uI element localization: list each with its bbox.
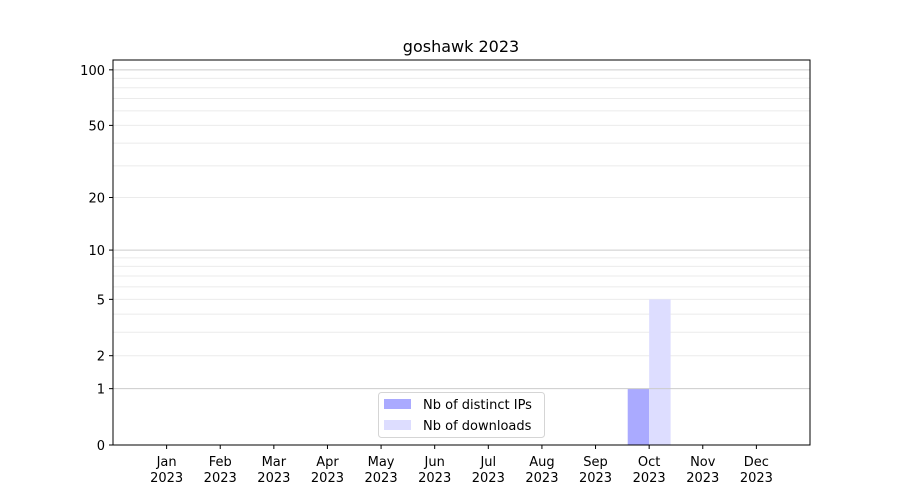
x-tick-label: May 2023 [365, 455, 398, 486]
legend-box [378, 392, 545, 438]
x-tick-label: Nov 2023 [686, 455, 719, 486]
y-tick-label: 1 [97, 383, 105, 398]
axes-frame [112, 59, 811, 446]
x-tick-label: Aug 2023 [525, 455, 558, 486]
bar-downloads [649, 299, 671, 445]
x-tick-label: Jun 2023 [418, 455, 451, 486]
legend: Nb of distinct IPs Nb of downloads [378, 392, 545, 438]
legend-label: Nb of distinct IPs [423, 398, 532, 413]
y-tick-label: 0 [97, 439, 105, 454]
legend-swatch [384, 399, 411, 409]
x-tick-label: Apr 2023 [311, 455, 344, 486]
x-tick-label: Sep 2023 [579, 455, 612, 486]
x-tick-label: Feb 2023 [204, 455, 237, 486]
x-tick-label: Jul 2023 [472, 455, 505, 486]
y-tick-label: 50 [88, 119, 105, 134]
chart-title: goshawk 2023 [403, 37, 519, 56]
x-tick-label: Mar 2023 [257, 455, 290, 486]
x-tick-label: Jan 2023 [150, 455, 183, 486]
y-tick-label: 10 [88, 244, 105, 259]
x-tick-label: Dec 2023 [740, 455, 773, 486]
legend-label: Nb of downloads [423, 419, 532, 434]
y-tick-label: 20 [88, 192, 105, 207]
x-tick-label: Oct 2023 [633, 455, 666, 486]
y-tick-label: 2 [97, 350, 105, 365]
bar-distinct-ips [627, 388, 650, 445]
y-tick-label: 5 [97, 293, 105, 308]
legend-swatch [384, 420, 411, 430]
y-tick-label: 100 [80, 64, 105, 79]
